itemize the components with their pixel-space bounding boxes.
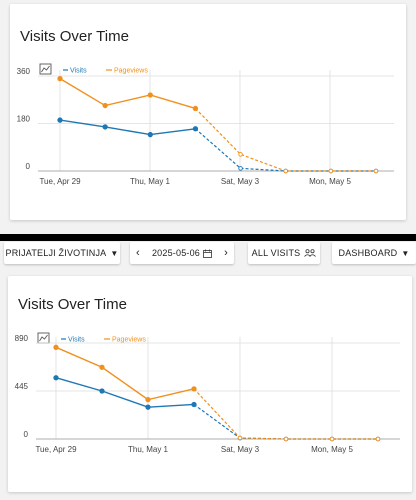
legend-visits-label: Visits bbox=[70, 68, 87, 75]
x-tick-label: Thu, May 1 bbox=[130, 177, 171, 186]
series-line-visits bbox=[55, 377, 195, 408]
data-point-pageviews bbox=[57, 75, 63, 82]
series-line-projected-pageviews bbox=[193, 388, 378, 440]
data-point-visits bbox=[102, 124, 108, 130]
x-tick-label: Sat, May 3 bbox=[221, 445, 260, 454]
legend-pageviews-label: Pageviews bbox=[112, 337, 146, 344]
series-line-projected-visits bbox=[193, 403, 378, 440]
data-point-pageviews bbox=[147, 92, 153, 98]
x-tick-label: Tue, Apr 29 bbox=[39, 177, 81, 186]
x-tick-label: Sat, May 3 bbox=[221, 177, 260, 186]
visits-filter-label: ALL VISITS bbox=[251, 248, 301, 258]
data-point-pageviews bbox=[373, 168, 379, 174]
data-point-pageviews bbox=[192, 105, 199, 112]
y-tick-label: 0 bbox=[26, 162, 31, 171]
card-title: Visits Over Time bbox=[18, 296, 127, 313]
date-picker[interactable]: ‹ 2025-05-06 › bbox=[130, 242, 234, 264]
data-point-pageviews bbox=[102, 102, 108, 109]
x-tick-label: Mon, May 5 bbox=[309, 177, 351, 186]
toolbar: PRIJATELJI ŽIVOTINJA ▼ ‹ 2025-05-06 › AL… bbox=[0, 241, 416, 269]
legend-pageviews[interactable]: Pageviews bbox=[106, 68, 148, 75]
legend-visits-label: Visits bbox=[68, 337, 85, 344]
legend-visits[interactable]: Visits bbox=[61, 337, 85, 344]
data-point-visits bbox=[192, 126, 199, 132]
chart-toggle-icon[interactable] bbox=[39, 63, 52, 75]
data-point-pageviews bbox=[283, 436, 289, 442]
data-point-pageviews bbox=[329, 436, 335, 442]
data-point-pageviews bbox=[237, 435, 243, 441]
data-point-pageviews bbox=[53, 344, 59, 350]
data-point-visits bbox=[53, 375, 59, 381]
y-tick-label: 445 bbox=[15, 382, 29, 391]
line-chart-top: Visits Pageviews 0 180 360 Tue, Apr 29 Thu, … bbox=[17, 63, 394, 186]
card-title: Visits Over Time bbox=[20, 28, 129, 45]
data-point-pageviews bbox=[375, 436, 381, 442]
data-point-pageviews bbox=[283, 168, 288, 174]
legend-pageviews-label: Pageviews bbox=[114, 68, 148, 75]
series-line-projected-visits bbox=[195, 128, 376, 172]
visitors-icon bbox=[304, 249, 317, 257]
data-point-visits bbox=[191, 401, 197, 408]
chevron-left-icon[interactable]: ‹ bbox=[136, 247, 140, 259]
visits-filter-button[interactable]: ALL VISITS bbox=[248, 242, 320, 264]
chart-card-top: Visits Over Time Visits Pageviews 0 180 36… bbox=[10, 4, 406, 220]
plot-area: 0 180 360 Tue, Apr 29 Thu, May 1 Sat, May 3 Mo… bbox=[17, 67, 394, 186]
y-tick-label: 890 bbox=[15, 334, 29, 343]
line-chart-bottom: Visits Pageviews 0 445 890 Tue, Apr 29 Thu, … bbox=[15, 332, 400, 454]
y-tick-label: 180 bbox=[17, 115, 31, 124]
chevron-right-icon[interactable]: › bbox=[224, 247, 228, 259]
x-tick-label: Thu, May 1 bbox=[128, 445, 169, 454]
data-point-visits bbox=[147, 131, 153, 138]
x-tick-label: Tue, Apr 29 bbox=[35, 445, 77, 454]
series-line-visits bbox=[59, 119, 196, 136]
data-point-visits bbox=[145, 404, 151, 410]
plot-area: 0 445 890 Tue, Apr 29 Thu, May 1 Sat, May 3 Mo… bbox=[15, 334, 400, 454]
project-selector-button[interactable]: PRIJATELJI ŽIVOTINJA ▼ bbox=[4, 242, 120, 264]
data-point-visits bbox=[238, 166, 243, 171]
data-point-pageviews bbox=[99, 364, 105, 370]
series-line-pageviews bbox=[55, 346, 195, 401]
data-point-visits bbox=[99, 388, 105, 394]
project-selector-label: PRIJATELJI ŽIVOTINJA bbox=[5, 248, 107, 258]
legend-visits[interactable]: Visits bbox=[63, 68, 87, 75]
y-tick-label: 0 bbox=[24, 430, 29, 439]
caret-down-icon: ▼ bbox=[110, 248, 119, 258]
legend-pageviews[interactable]: Pageviews bbox=[104, 337, 146, 344]
divider-bar bbox=[0, 234, 416, 241]
data-point-pageviews bbox=[145, 396, 151, 403]
y-tick-label: 360 bbox=[17, 67, 31, 76]
caret-down-icon: ▼ bbox=[401, 248, 410, 258]
series-line-pageviews bbox=[59, 78, 196, 110]
dashboard-button[interactable]: DASHBOARD ▼ bbox=[332, 242, 416, 264]
date-label: 2025-05-06 bbox=[151, 248, 201, 258]
series-line-projected-pageviews bbox=[195, 108, 376, 172]
chart-card-bottom: Visits Over Time Visits Pageviews 0 445 89… bbox=[8, 276, 412, 492]
dashboard-label: DASHBOARD bbox=[338, 248, 398, 258]
data-point-pageviews bbox=[191, 386, 197, 392]
x-tick-label: Mon, May 5 bbox=[311, 445, 353, 454]
data-point-visits bbox=[57, 117, 63, 123]
data-point-pageviews bbox=[238, 152, 243, 157]
data-point-pageviews bbox=[328, 168, 334, 174]
chart-toggle-icon[interactable] bbox=[37, 332, 50, 344]
calendar-icon bbox=[203, 249, 212, 258]
